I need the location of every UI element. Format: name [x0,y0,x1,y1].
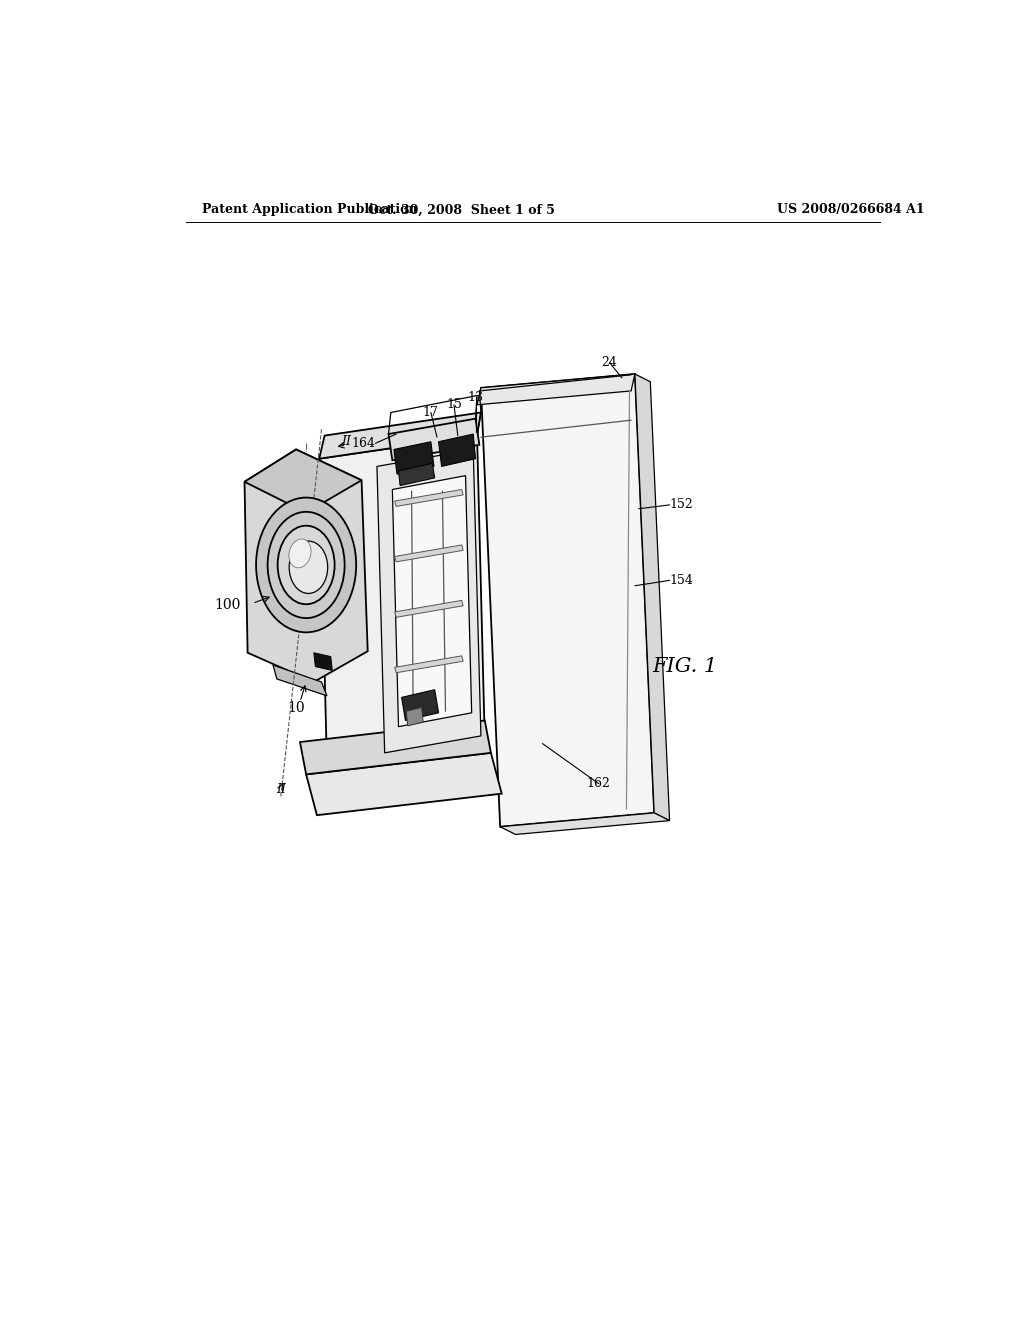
Ellipse shape [289,541,328,594]
Polygon shape [313,653,333,671]
Polygon shape [500,813,670,834]
Polygon shape [401,689,438,721]
Polygon shape [438,434,475,466]
Text: FIG. 1: FIG. 1 [652,657,718,676]
Polygon shape [394,545,463,562]
Text: 154: 154 [670,574,693,587]
Text: 15: 15 [446,399,462,412]
Text: 24: 24 [601,356,617,370]
Polygon shape [407,708,423,726]
Polygon shape [392,475,472,726]
Polygon shape [635,374,670,821]
Polygon shape [377,449,481,752]
Text: 152: 152 [670,499,693,511]
Polygon shape [319,412,481,459]
Polygon shape [388,418,479,461]
Text: II: II [275,783,286,796]
Text: 17: 17 [423,407,439,418]
Polygon shape [245,449,361,512]
Polygon shape [394,490,463,507]
Ellipse shape [289,539,311,568]
Text: 10: 10 [288,701,305,715]
Text: Patent Application Publication: Patent Application Publication [202,203,418,216]
Polygon shape [394,656,463,673]
Ellipse shape [256,498,356,632]
Polygon shape [300,721,490,775]
Polygon shape [477,374,635,405]
Polygon shape [398,463,435,486]
Polygon shape [319,436,484,763]
Text: US 2008/0266684 A1: US 2008/0266684 A1 [777,203,925,216]
Text: 164: 164 [351,437,376,450]
Text: 100: 100 [214,598,241,612]
Ellipse shape [278,525,335,605]
Polygon shape [394,601,463,618]
Polygon shape [394,442,434,474]
Polygon shape [245,449,368,682]
Polygon shape [273,665,327,696]
Ellipse shape [267,512,345,618]
Polygon shape [306,752,502,816]
Text: II: II [341,436,351,449]
Text: Oct. 30, 2008  Sheet 1 of 5: Oct. 30, 2008 Sheet 1 of 5 [369,203,555,216]
Text: 13: 13 [468,391,483,404]
Text: 162: 162 [587,777,610,791]
Polygon shape [481,374,654,826]
